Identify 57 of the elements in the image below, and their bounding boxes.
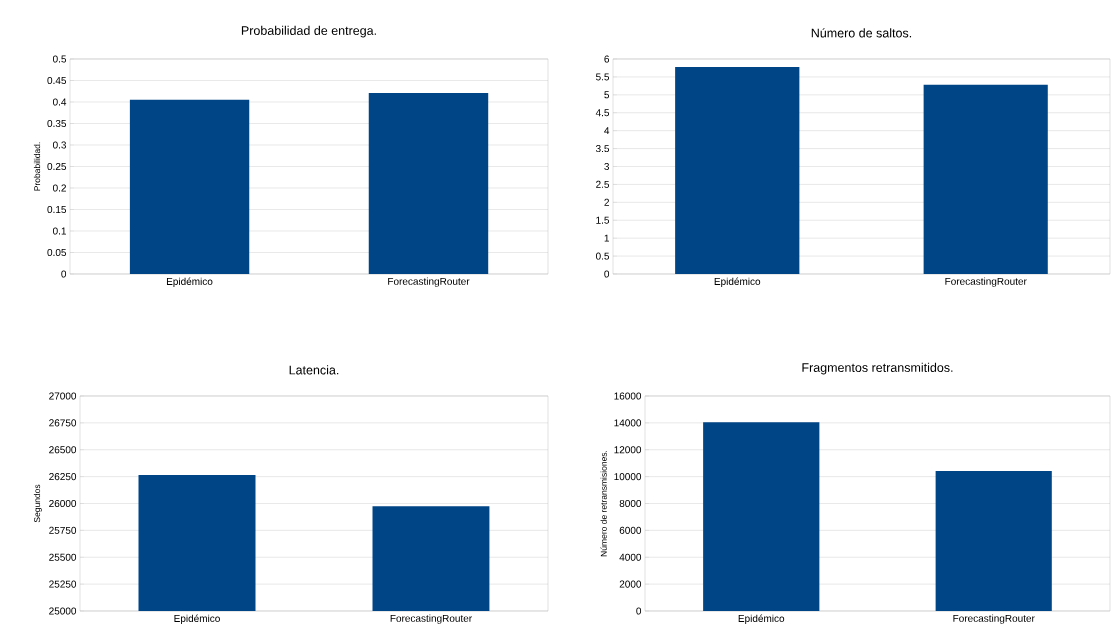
y-tick-label: 0.25: [47, 162, 67, 171]
y-axis-title: Probabilidad.: [33, 142, 41, 191]
x-tick-label: ForecastingRouter: [388, 277, 470, 287]
y-tick-label: 0.1: [52, 227, 66, 235]
x-tick-label: ForecastingRouter: [953, 614, 1035, 624]
chart-title: Latencia.: [289, 365, 339, 375]
y-tick-label: 25250: [49, 580, 77, 588]
y-tick-label: 6000: [619, 526, 642, 534]
chart-title: Número de saltos.: [811, 28, 912, 38]
y-axis-title: Segundos: [33, 484, 42, 523]
y-tick-label: 0.4: [52, 98, 67, 106]
y-tick-label: 3.5: [595, 145, 610, 153]
y-tick-label: 0.5: [595, 252, 610, 260]
x-tick-label: Epidémico: [174, 614, 220, 624]
y-tick-label: 0.05: [47, 248, 67, 257]
y-axis-title: Número de retransmisiones.: [600, 450, 607, 557]
y-tick-label: 2: [604, 198, 609, 206]
y-tick-label: 2000: [619, 580, 642, 588]
x-tick-label: Epidémico: [714, 277, 761, 287]
y-tick-label: 4.5: [595, 109, 610, 117]
x-tick-label: ForecastingRouter: [390, 614, 472, 624]
chart-title: Probabilidad de entrega.: [241, 25, 376, 38]
y-tick-label: 4000: [619, 553, 642, 561]
y-tick-label: 5: [604, 91, 610, 99]
y-tick-label: 5.5: [595, 73, 610, 81]
x-tick-label: Epidémico: [738, 614, 785, 624]
y-tick-label: 12000: [614, 446, 642, 454]
y-tick-label: 1: [604, 234, 609, 242]
y-tick-label: 6: [604, 55, 610, 63]
y-tick-label: 0.45: [47, 76, 67, 85]
y-tick-label: 26750: [49, 419, 77, 427]
y-tick-label: 8000: [619, 499, 642, 508]
y-tick-label: 0: [61, 270, 67, 278]
y-tick-label: 25500: [49, 553, 77, 561]
y-tick-label: 3: [604, 162, 610, 171]
y-tick-label: 16000: [614, 392, 642, 400]
y-tick-label: 26000: [49, 499, 77, 508]
y-tick-label: 4: [604, 127, 610, 135]
y-tick-label: 1.5: [596, 216, 610, 224]
y-tick-label: 27000: [49, 392, 77, 400]
y-tick-label: 0.35: [47, 119, 67, 128]
y-tick-label: 0.2: [52, 184, 66, 192]
y-tick-label: 25000: [49, 607, 77, 615]
y-tick-label: 26500: [49, 446, 77, 454]
y-tick-label: 2.5: [596, 180, 610, 188]
x-tick-label: Epidémico: [166, 277, 213, 287]
y-tick-label: 26250: [49, 473, 77, 481]
y-tick-label: 0.5: [52, 55, 67, 63]
y-tick-label: 0.15: [47, 205, 67, 214]
y-tick-label: 10000: [614, 473, 642, 481]
y-tick-label: 14000: [614, 419, 642, 427]
x-tick-label: ForecastingRouter: [945, 277, 1027, 287]
chart-title: Fragmentos retransmitidos.: [802, 362, 953, 375]
y-tick-label: 0.3: [52, 141, 67, 149]
y-tick-label: 0: [636, 607, 642, 615]
y-tick-label: 0: [604, 270, 610, 278]
y-tick-label: 25750: [49, 526, 77, 534]
